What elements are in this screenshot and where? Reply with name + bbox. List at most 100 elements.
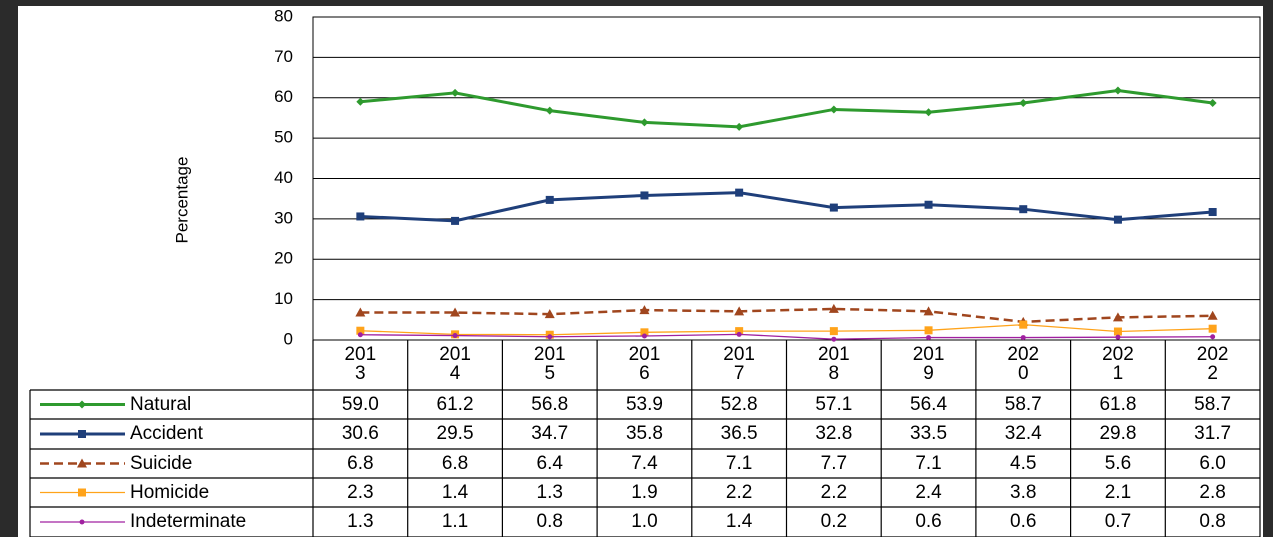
table-value: 0.6 <box>915 511 942 532</box>
data-point <box>450 307 461 317</box>
table-value: 0.8 <box>1199 511 1226 532</box>
data-point <box>1113 327 1122 336</box>
data-point <box>544 309 555 319</box>
legend-label: Accident <box>130 423 203 444</box>
table-value: 3.8 <box>1010 481 1037 503</box>
y-tick-label: 70 <box>274 47 293 66</box>
table-value: 31.7 <box>1194 423 1232 444</box>
table-value: 1.3 <box>347 511 374 532</box>
table-value: 30.6 <box>341 423 379 444</box>
table-value: 1.3 <box>536 481 563 503</box>
table-value: 1.1 <box>441 511 469 532</box>
data-point <box>829 105 838 114</box>
y-axis-label: Percentage <box>172 157 191 244</box>
data-point <box>736 331 742 337</box>
x-tick-label: 2020 <box>1007 344 1040 384</box>
table-value: 36.5 <box>720 423 758 444</box>
data-point <box>1115 334 1121 340</box>
data-point <box>452 333 458 339</box>
table-value: 58.7 <box>1004 393 1042 415</box>
data-point <box>735 327 744 336</box>
legend-marker <box>78 430 86 438</box>
table-value: 1.0 <box>631 511 658 532</box>
table-value: 1.4 <box>725 511 753 532</box>
data-point <box>356 212 365 221</box>
data-point <box>1112 312 1123 322</box>
y-tick-label: 40 <box>274 168 293 187</box>
x-tick-label: 2013 <box>344 344 377 384</box>
data-point <box>1113 215 1122 224</box>
series-line <box>360 307 1213 324</box>
data-point <box>641 333 647 339</box>
data-point <box>357 332 363 338</box>
table-value: 4.5 <box>1010 452 1037 474</box>
data-point <box>545 195 554 204</box>
table-value: 6.0 <box>1199 452 1226 474</box>
table-value: 34.7 <box>531 423 569 444</box>
legend-marker <box>79 519 85 525</box>
legend-marker <box>77 458 87 468</box>
x-tick-label: 2022 <box>1196 344 1229 384</box>
y-tick-label: 80 <box>274 6 293 25</box>
table-value: 2.3 <box>347 481 374 503</box>
table-value: 7.7 <box>820 452 848 474</box>
x-tick-label: 2021 <box>1102 344 1134 384</box>
table-value: 7.4 <box>631 452 658 474</box>
data-point <box>924 200 933 209</box>
table-value: 32.8 <box>815 423 853 444</box>
table-value: 1.4 <box>441 481 469 503</box>
table-value: 29.8 <box>1099 423 1137 444</box>
table-value: 59.0 <box>341 393 379 415</box>
table-value: 61.8 <box>1099 393 1137 415</box>
data-point <box>1210 334 1216 340</box>
x-tick-label: 2018 <box>817 344 850 384</box>
x-tick-label: 2016 <box>628 344 661 384</box>
table-value: 2.1 <box>1104 481 1132 503</box>
data-point <box>1020 335 1026 341</box>
data-point <box>451 216 460 225</box>
table-value: 35.8 <box>625 423 663 444</box>
legend-label: Natural <box>130 393 192 415</box>
table-value: 0.2 <box>820 511 848 532</box>
data-point <box>1019 205 1028 214</box>
data-point <box>1208 324 1217 333</box>
table-value: 2.2 <box>725 481 753 503</box>
data-point <box>1208 98 1217 107</box>
data-point <box>1207 310 1218 320</box>
legend-marker <box>78 488 86 497</box>
table-value: 2.4 <box>915 481 942 503</box>
data-point <box>1208 208 1217 217</box>
data-point <box>640 118 649 127</box>
table-value: 56.4 <box>910 393 948 415</box>
y-tick-label: 20 <box>274 249 293 268</box>
series-line <box>360 191 1213 223</box>
data-point <box>734 306 745 316</box>
table-value: 61.2 <box>436 393 474 415</box>
table-value: 57.1 <box>815 393 853 415</box>
table-value: 2.8 <box>1199 481 1226 503</box>
data-point <box>828 303 839 313</box>
data-point <box>924 326 933 335</box>
data-point <box>356 97 365 106</box>
data-point <box>1113 86 1122 95</box>
data-point <box>640 191 649 200</box>
table-value: 0.7 <box>1104 511 1132 532</box>
x-tick-label: 2015 <box>533 344 566 384</box>
data-point <box>355 307 366 317</box>
y-tick-label: 10 <box>274 289 293 308</box>
legend-label: Indeterminate <box>130 511 247 532</box>
data-point <box>829 203 838 212</box>
data-point <box>640 328 649 337</box>
chart-panel: Percentage 0 10 20 30 40 50 60 70 80 2013 2014 201… <box>18 6 1263 537</box>
data-point <box>735 188 744 197</box>
data-point <box>356 326 365 335</box>
data-point <box>547 334 553 340</box>
x-tick-label: 2017 <box>723 344 755 384</box>
table-value: 1.9 <box>631 481 658 503</box>
y-tick-label: 50 <box>274 128 293 147</box>
data-point <box>451 88 460 97</box>
series-line <box>360 88 1213 129</box>
data-point <box>545 106 554 115</box>
y-tick-label: 60 <box>274 87 293 106</box>
table-value: 53.9 <box>625 393 663 415</box>
